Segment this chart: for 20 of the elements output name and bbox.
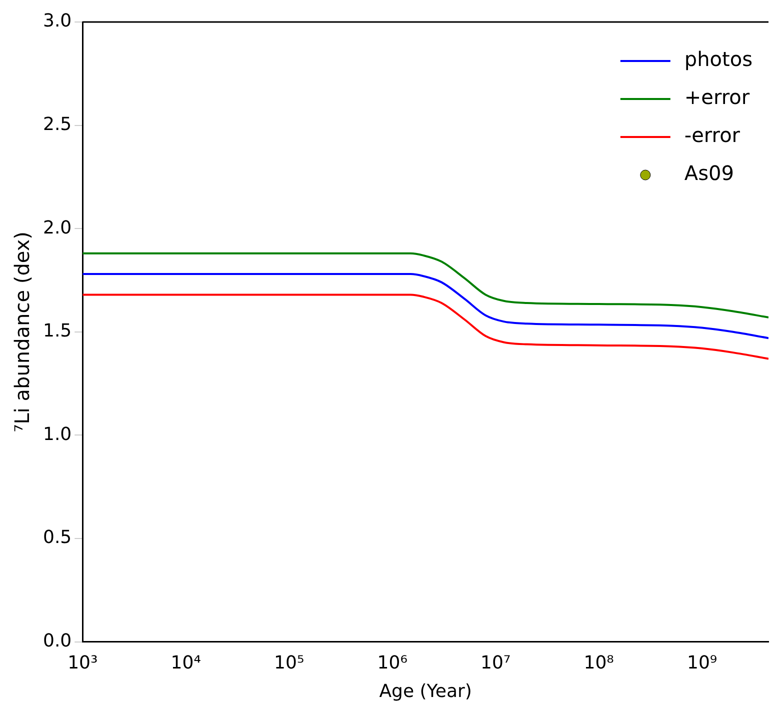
x-tick-label: 10⁴ — [170, 652, 201, 674]
x-tick-label: 10³ — [68, 652, 98, 674]
y-tick-label: 2.5 — [42, 114, 72, 135]
y-tick-label: 1.0 — [42, 424, 72, 445]
legend-label: -error — [684, 123, 741, 148]
x-tick-label: 10⁸ — [584, 652, 614, 674]
y-axis-title: ⁷Li abundance (dex) — [10, 232, 34, 432]
x-tick-label: 10⁵ — [274, 652, 304, 674]
x-tick-label: 10⁹ — [687, 652, 718, 674]
y-tick-label: 0.0 — [42, 630, 72, 652]
legend-label: As09 — [684, 161, 734, 186]
x-tick-label: 10⁷ — [480, 652, 511, 674]
legend-label: photos — [684, 47, 753, 72]
y-tick-label: 1.5 — [42, 320, 72, 342]
y-tick-label: 3.0 — [42, 10, 72, 32]
x-tick-label: 10⁶ — [377, 652, 408, 674]
y-tick-label: 0.5 — [42, 527, 72, 548]
x-axis-title: Age (Year) — [379, 680, 472, 702]
legend-label: +error — [684, 85, 750, 110]
y-tick-label: 2.0 — [42, 217, 72, 238]
